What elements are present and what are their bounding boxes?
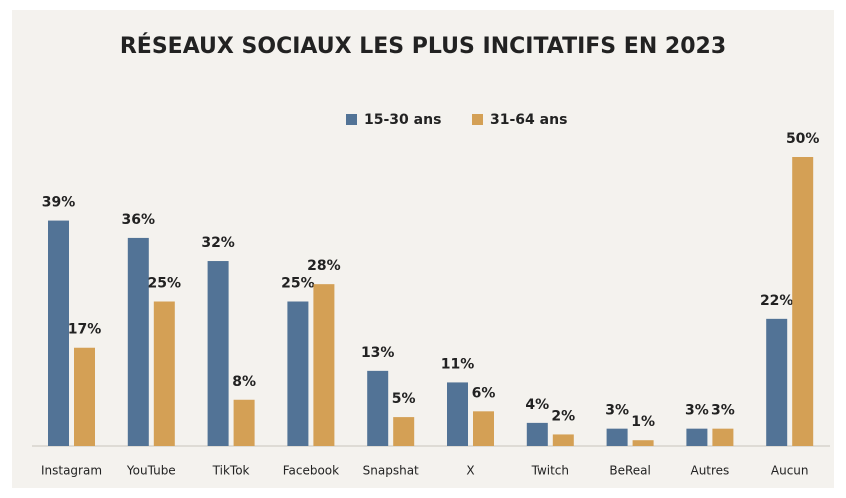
value-label: 6% [472,385,496,401]
value-label: 3% [711,403,735,419]
bar [393,417,415,446]
bar [447,382,468,446]
value-label: 50% [786,131,820,147]
bar [526,422,548,446]
value-label: 11% [441,356,475,372]
legend-swatch [346,114,357,125]
value-label: 25% [148,276,182,292]
bar [207,261,229,446]
value-label: 13% [361,345,395,361]
x-tick-label: Aucun [771,464,809,478]
x-tick-label: Twitch [531,464,569,478]
legend-label: 15-30 ans [364,112,441,128]
value-label: 3% [605,403,629,419]
x-tick-label: Facebook [283,464,339,478]
x-tick-label: Snapshat [363,464,419,478]
bar [48,220,69,446]
legend-swatch [472,114,483,125]
x-tick-label: BeReal [609,464,650,478]
value-label: 25% [281,276,315,292]
x-tick-label: TikTok [212,464,250,478]
value-label: 28% [307,258,341,274]
bar [287,301,309,446]
x-tick-label: Autres [690,464,729,478]
value-label: 1% [631,414,655,430]
value-label: 17% [68,322,102,338]
x-tick-label: Instagram [41,464,102,478]
bar [74,347,95,446]
value-label: 5% [392,391,416,407]
bar [552,434,574,446]
bar [766,318,788,446]
bar [686,428,708,446]
value-label: 2% [551,408,575,424]
value-label: 36% [122,212,156,228]
bar [367,370,389,446]
value-label: 32% [201,235,235,251]
value-label: 22% [760,293,794,309]
chart-title: RÉSEAUX SOCIAUX LES PLUS INCITATIFS EN 2… [120,33,726,59]
bar [153,301,175,446]
panel [12,10,834,488]
bar [712,428,734,446]
bar [313,284,335,446]
x-tick-label: YouTube [126,464,176,478]
bar [792,157,814,446]
value-label: 3% [685,403,709,419]
value-label: 8% [232,374,256,390]
value-label: 39% [42,195,76,211]
bar [233,399,255,446]
bar [606,428,628,446]
legend-label: 31-64 ans [490,112,567,128]
bar [473,411,494,446]
bar [632,440,654,446]
x-tick-label: X [466,464,474,478]
value-label: 4% [525,397,549,413]
bar [127,237,149,446]
